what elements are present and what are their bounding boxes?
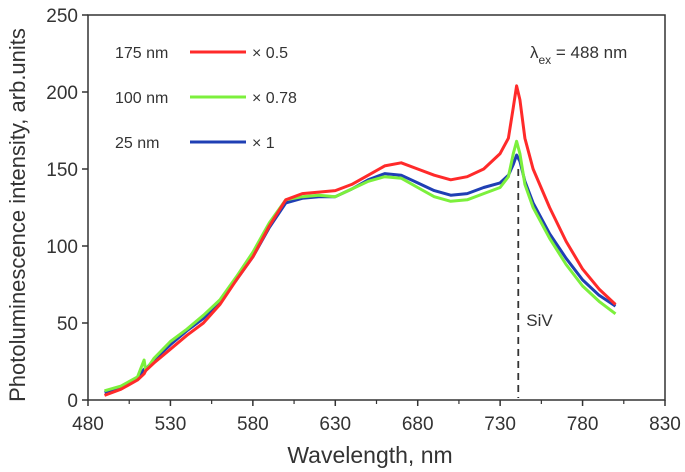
x-tick-label: 730 [484, 414, 516, 435]
x-tick-label: 480 [72, 414, 104, 435]
legend-label: 175 nm [115, 45, 168, 62]
legend-label: 25 nm [115, 135, 159, 152]
x-tick-label: 830 [649, 414, 681, 435]
y-axis-label: Photoluminescence intensity, arb.units [5, 28, 30, 402]
legend-factor: × 1 [252, 135, 275, 152]
series-line-25-nm [104, 153, 617, 394]
series-group [103, 84, 617, 397]
x-tick-label: 780 [567, 414, 599, 435]
x-axis: 480 530 580 630 680 730 780 830 [72, 400, 681, 435]
legend-factor: × 0.78 [252, 90, 297, 107]
y-tick-label: 0 [67, 391, 78, 412]
x-tick-label: 580 [237, 414, 269, 435]
x-tick-label: 530 [155, 414, 187, 435]
x-tick-label: 680 [402, 414, 434, 435]
y-tick-label: 150 [46, 160, 78, 181]
siv-label: SiV [526, 311, 553, 330]
legend-label: 100 nm [115, 90, 168, 107]
legend: 175 nm × 0.5 100 nm × 0.78 25 nm × 1 [115, 45, 297, 152]
excitation-annotation: λex = 488 nm [530, 43, 627, 67]
y-tick-label: 250 [46, 6, 78, 27]
y-tick-label: 100 [46, 237, 78, 258]
y-tick-label: 200 [46, 83, 78, 104]
legend-factor: × 0.5 [252, 45, 288, 62]
y-tick-label: 50 [57, 314, 78, 335]
series-line-175-nm [103, 84, 617, 397]
x-tick-label: 630 [319, 414, 351, 435]
series-line-100-nm [104, 139, 617, 393]
y-axis: 0 50 100 150 200 250 [46, 6, 88, 412]
x-axis-label: Wavelength, nm [287, 442, 452, 468]
